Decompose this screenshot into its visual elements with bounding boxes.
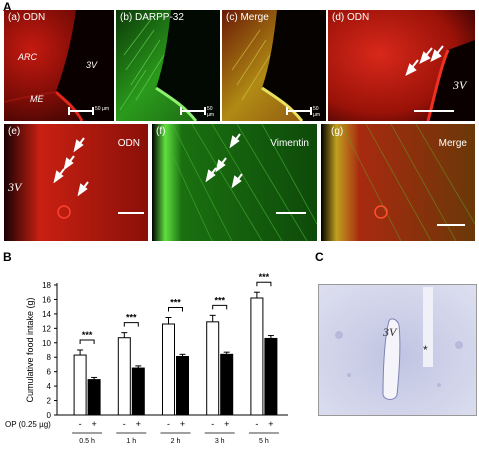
micrograph-g-merge: (g) Merge xyxy=(321,124,475,241)
category-label: 2 h xyxy=(171,438,181,445)
micrograph-e-odn: ODN (e) 3V xyxy=(4,124,148,241)
panel-g-name: Merge xyxy=(438,138,467,149)
panel-e-name: ODN xyxy=(117,138,140,149)
y-tick-label: 6 xyxy=(47,368,52,377)
y-tick-label: 12 xyxy=(42,324,51,333)
panel-g-letter: (g) xyxy=(331,126,344,137)
treatment-mark: - xyxy=(123,419,126,429)
treatment-label: OP (0.25 µg) xyxy=(5,420,51,429)
scale-bar-label: 50 µm xyxy=(207,106,215,118)
micrograph-g-image xyxy=(321,124,475,241)
scale-bar xyxy=(286,107,312,115)
bar xyxy=(73,354,87,416)
micrograph-d-image xyxy=(328,10,475,121)
panel-d-title: (d) ODN xyxy=(332,12,370,23)
scale-bar xyxy=(68,107,94,115)
treatment-mark: - xyxy=(211,419,214,429)
bar xyxy=(162,323,175,416)
section-label-b: B xyxy=(3,250,12,264)
bar xyxy=(131,367,145,416)
y-tick-label: 18 xyxy=(42,281,51,290)
panel-f-name: Vimentin xyxy=(270,138,309,149)
bar xyxy=(206,321,220,416)
y-tick-label: 0 xyxy=(47,411,52,420)
category-label: 1 h xyxy=(126,438,136,445)
3v-label: 3V xyxy=(86,60,98,70)
y-tick-label: 2 xyxy=(47,397,52,406)
panel-e-letter: (e) xyxy=(8,126,21,137)
micrograph-a-image xyxy=(4,10,114,121)
bar xyxy=(117,337,131,416)
panel-b-title: (b) DARPP-32 xyxy=(120,12,184,23)
treatment-mark: + xyxy=(136,419,141,429)
3v-label: 3V xyxy=(8,180,22,194)
y-tick-label: 14 xyxy=(42,310,51,319)
section-label-c: C xyxy=(315,250,324,264)
panel-c-title: (c) Merge xyxy=(226,12,269,23)
panel-f-letter: (f) xyxy=(156,126,166,137)
micrograph-a-odn: (a) ODN ARC 3V ME 50 µm xyxy=(4,10,114,121)
significance-label: *** xyxy=(214,295,225,305)
significance-bracket xyxy=(79,339,95,344)
treatment-mark: + xyxy=(224,419,229,429)
y-tick-label: 16 xyxy=(42,295,51,304)
bar xyxy=(250,297,264,416)
arc-label: ARC xyxy=(18,52,38,62)
category-label: 0.5 h xyxy=(79,438,95,445)
histology-image xyxy=(319,285,476,415)
asterisk-mark: * xyxy=(423,343,428,357)
histology-section-c: 3V * xyxy=(318,284,477,416)
significance-bracket xyxy=(256,281,272,287)
significance-label: *** xyxy=(259,272,270,282)
bar xyxy=(176,356,189,416)
micrograph-c-image xyxy=(222,10,326,121)
me-label: ME xyxy=(30,94,44,104)
bar xyxy=(220,353,234,416)
micrograph-e-image xyxy=(4,124,148,241)
y-tick-label: 4 xyxy=(47,382,52,391)
y-axis-label: Cumulative food intake (g) xyxy=(25,297,35,402)
bar xyxy=(87,379,101,416)
significance-bracket xyxy=(123,322,139,327)
scale-bar xyxy=(180,107,206,115)
food-intake-bar-chart: 0 2 4 6 8 10 12 14 16 18 Cumulative food intake (g… xyxy=(5,272,288,445)
y-tick-label: 10 xyxy=(42,339,51,348)
treatment-mark: + xyxy=(268,419,273,429)
significance-label: *** xyxy=(82,330,93,340)
micrograph-f-vimentin: (f) Vimentin xyxy=(152,124,317,241)
significance-bracket xyxy=(212,304,228,310)
treatment-mark: + xyxy=(180,419,185,429)
y-tick-label: 8 xyxy=(47,353,52,362)
significance-label: *** xyxy=(126,313,137,323)
3v-label: 3V xyxy=(453,78,467,92)
micrograph-b-darpp32: (b) DARPP-32 50 µm xyxy=(116,10,220,121)
scale-bar-label: 50 µm xyxy=(95,106,109,112)
treatment-mark: - xyxy=(255,419,258,429)
micrograph-b-image xyxy=(116,10,220,121)
section-label-a: A xyxy=(3,0,12,14)
significance-bracket xyxy=(168,307,183,312)
micrograph-f-image xyxy=(152,124,317,241)
significance-label: *** xyxy=(170,298,181,308)
scale-bar-label: 50 µm xyxy=(313,106,321,118)
micrograph-d-odn: (d) ODN 3V xyxy=(328,10,475,121)
treatment-mark: - xyxy=(167,419,170,429)
category-label: 3 h xyxy=(215,438,225,445)
treatment-mark: + xyxy=(91,419,96,429)
category-label: 5 h xyxy=(259,438,269,445)
treatment-mark: - xyxy=(79,419,82,429)
micrograph-c-merge: (c) Merge 50 µm xyxy=(222,10,326,121)
bar xyxy=(264,337,278,416)
panel-a-title: (a) ODN xyxy=(8,12,46,23)
3v-label: 3V xyxy=(383,325,397,339)
